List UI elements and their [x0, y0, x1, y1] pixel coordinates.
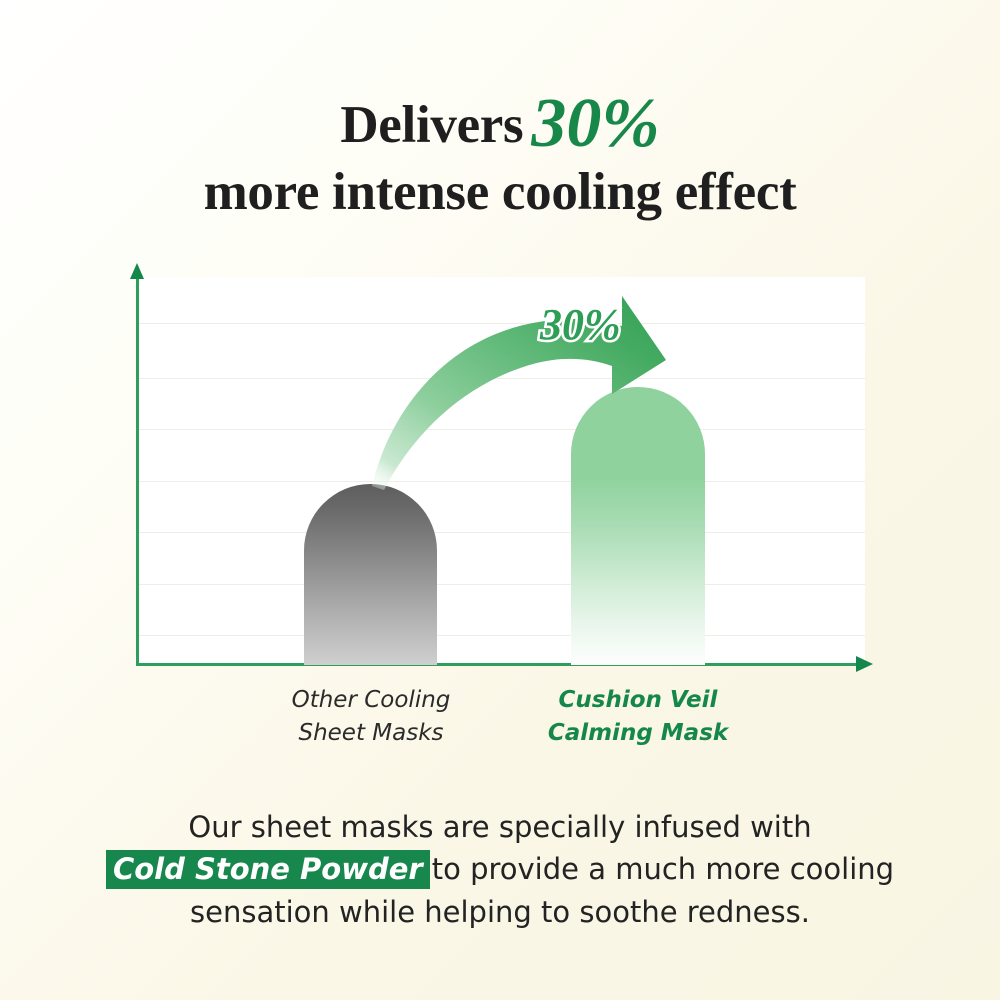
headline-line-1: Delivers 30%	[0, 84, 1000, 163]
x-axis-arrow-icon	[856, 656, 873, 672]
headline-line-2: more intense cooling effect	[203, 163, 797, 222]
bar-cushion-veil-calming-mask	[571, 387, 705, 665]
gridline	[138, 532, 865, 533]
y-axis	[136, 277, 139, 665]
x-axis-label-cushion-veil-calming-mask: Cushion Veil Calming Mask	[547, 687, 729, 746]
gridline	[138, 481, 865, 482]
caption-line-3: sensation while helping to soothe rednes…	[190, 894, 810, 929]
caption-block: Our sheet masks are specially infused wi…	[0, 806, 1000, 933]
page-title: Delivers 30% more intense cooling effect	[0, 84, 1000, 223]
gridline	[138, 323, 865, 324]
headline-prefix: Delivers	[340, 96, 524, 154]
caption-highlight-cold-stone-powder: Cold Stone Powder	[105, 850, 430, 890]
gridline	[138, 429, 865, 430]
caption-line-2: Cold Stone Powder to provide a much more …	[0, 848, 1000, 890]
caption-line-2-rest: to provide a much more cooling	[431, 852, 895, 887]
gridline	[138, 635, 865, 636]
y-axis-arrow-icon	[130, 263, 144, 279]
x-axis	[136, 663, 861, 666]
caption-line-1: Our sheet masks are specially infused wi…	[188, 810, 812, 844]
curved-growth-arrow-icon	[372, 296, 666, 490]
bar-other-cooling-sheet-masks	[304, 484, 437, 665]
percent-annotation: 30%	[538, 298, 624, 352]
x-axis-label-other-cooling-sheet-masks: Other Cooling Sheet Masks	[291, 687, 451, 746]
headline-percent-highlight: 30%	[531, 85, 660, 162]
gridline	[138, 378, 865, 379]
gridline	[138, 584, 865, 585]
